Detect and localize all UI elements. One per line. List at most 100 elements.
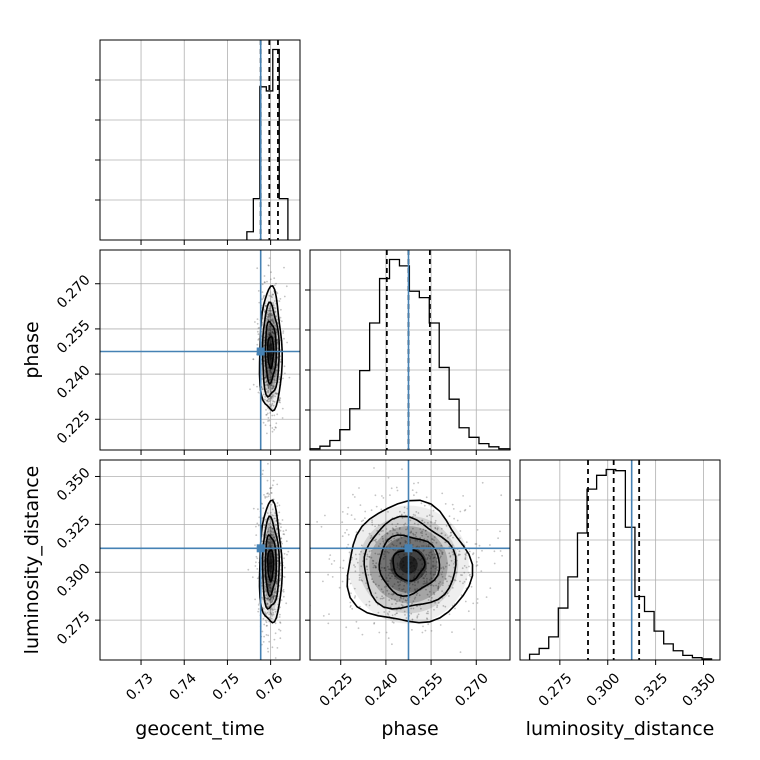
- sample-point: [262, 469, 264, 472]
- sample-point: [444, 534, 447, 536]
- sample-point: [271, 615, 273, 617]
- sample-point: [432, 565, 434, 568]
- sample-point: [475, 565, 478, 567]
- sample-point: [261, 630, 264, 633]
- histogram-luminosity_distance: [528, 468, 713, 660]
- sample-point: [272, 597, 275, 600]
- sample-point: [271, 613, 273, 616]
- sample-point: [430, 584, 433, 586]
- sample-point: [437, 585, 440, 587]
- sample-point: [424, 529, 427, 532]
- y-axis-label-luminosity-distance: luminosity_distance: [21, 466, 43, 655]
- sample-point: [398, 567, 401, 570]
- sample-point: [274, 610, 277, 613]
- sample-point: [262, 617, 265, 620]
- sample-point: [394, 575, 397, 578]
- sample-point: [353, 587, 356, 590]
- sample-point: [392, 621, 395, 624]
- sample-point: [365, 603, 368, 606]
- sample-point: [272, 367, 274, 370]
- sample-point: [442, 567, 445, 570]
- sample-point: [415, 511, 418, 513]
- sample-point: [403, 506, 406, 509]
- sample-point: [273, 378, 276, 381]
- sample-point: [441, 590, 443, 592]
- sample-point: [434, 573, 437, 576]
- sample-point: [268, 384, 271, 387]
- sample-point: [273, 358, 276, 361]
- sample-point: [255, 525, 257, 528]
- sample-point: [445, 565, 447, 568]
- sample-point: [476, 564, 479, 566]
- sample-point: [273, 338, 276, 341]
- sample-point: [386, 532, 388, 535]
- sample-point: [416, 588, 419, 590]
- sample-point: [414, 534, 417, 536]
- sample-point: [269, 591, 271, 593]
- sample-point: [459, 530, 462, 532]
- sample-point: [270, 397, 273, 400]
- sample-point: [271, 387, 274, 390]
- sample-point: [265, 588, 267, 591]
- sample-point: [275, 330, 278, 333]
- sample-point: [402, 588, 405, 590]
- sample-point: [430, 505, 433, 508]
- sample-point: [331, 576, 334, 578]
- sample-point: [269, 307, 271, 309]
- sample-point: [399, 532, 402, 535]
- sample-point: [276, 355, 279, 358]
- sample-point: [404, 540, 407, 542]
- sample-point: [270, 531, 273, 533]
- sample-point: [378, 575, 381, 578]
- sample-point: [279, 621, 281, 624]
- sample-point: [381, 597, 384, 600]
- sample-point: [411, 618, 414, 621]
- sample-point: [383, 553, 385, 556]
- sample-point: [376, 530, 379, 532]
- sample-point: [266, 597, 268, 600]
- sample-point: [359, 504, 362, 506]
- sample-point: [409, 541, 412, 544]
- sample-point: [272, 542, 274, 545]
- sample-point: [267, 373, 270, 376]
- sample-point: [267, 541, 270, 544]
- sample-point: [390, 539, 393, 542]
- sample-point: [275, 583, 278, 585]
- sample-point: [271, 596, 273, 598]
- sample-point: [399, 543, 402, 545]
- sample-point: [267, 313, 269, 316]
- sample-point: [268, 553, 271, 556]
- sample-point: [400, 597, 402, 600]
- sample-point: [269, 370, 271, 372]
- sample-point: [372, 580, 375, 583]
- sample-point: [396, 522, 399, 525]
- sample-point: [264, 518, 267, 521]
- sample-point: [353, 564, 355, 566]
- sample-point: [271, 331, 274, 334]
- sample-point: [408, 587, 411, 590]
- sample-point: [276, 341, 279, 344]
- sample-point: [392, 569, 394, 571]
- sample-point: [427, 554, 430, 556]
- sample-point: [276, 331, 278, 334]
- sample-point: [264, 281, 266, 284]
- sample-point: [365, 565, 368, 568]
- sample-point: [426, 539, 429, 541]
- sample-point: [382, 591, 384, 593]
- sample-point: [276, 364, 278, 366]
- sample-point: [424, 629, 427, 632]
- sample-point: [436, 566, 439, 569]
- sample-point: [284, 372, 286, 375]
- sample-point: [433, 593, 436, 596]
- sample-point: [355, 558, 358, 560]
- sample-point: [460, 594, 463, 596]
- sample-point: [268, 332, 271, 335]
- sample-point: [275, 282, 277, 285]
- sample-point: [267, 597, 269, 600]
- sample-point: [265, 388, 268, 390]
- sample-point: [324, 514, 326, 517]
- sample-point: [268, 333, 271, 336]
- sample-point: [270, 395, 273, 398]
- sample-point: [389, 559, 391, 561]
- sample-point: [273, 574, 275, 577]
